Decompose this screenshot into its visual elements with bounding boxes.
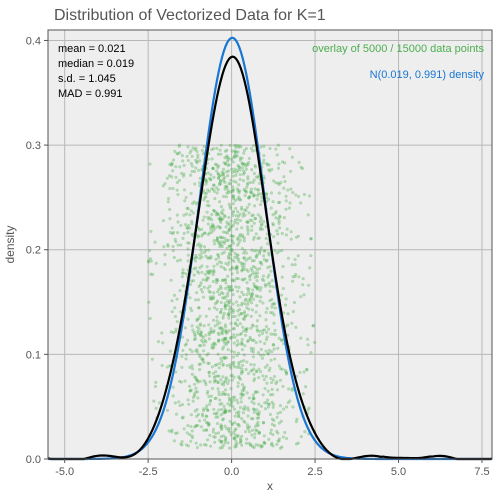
svg-text:0.0: 0.0 <box>224 466 239 478</box>
legend-density-fit: N(0.019, 0.991) density <box>370 69 485 81</box>
svg-text:0.0: 0.0 <box>26 454 41 466</box>
svg-text:-5.0: -5.0 <box>55 466 74 478</box>
density-chart: -5.0 -2.5 0.0 2.5 5.0 7.5 0.0 0.1 0.2 0.3 0.4 x dens… <box>0 0 504 504</box>
svg-text:7.5: 7.5 <box>474 466 489 478</box>
svg-text:0.1: 0.1 <box>26 349 41 361</box>
svg-text:5.0: 5.0 <box>391 466 406 478</box>
y-axis-label: density <box>3 225 17 263</box>
x-axis-label: x <box>267 479 273 493</box>
svg-text:-2.5: -2.5 <box>139 466 158 478</box>
svg-text:2.5: 2.5 <box>307 466 322 478</box>
svg-text:0.2: 0.2 <box>26 245 41 257</box>
svg-text:0.4: 0.4 <box>26 35 41 47</box>
chart-container: -5.0 -2.5 0.0 2.5 5.0 7.5 0.0 0.1 0.2 0.3 0.4 x dens… <box>0 0 504 504</box>
chart-title: Distribution of Vectorized Data for K=1 <box>54 7 326 24</box>
stat-mean: mean = 0.021 <box>58 43 126 55</box>
stat-sd: s.d. = 1.045 <box>58 73 116 85</box>
stat-mad: MAD = 0.991 <box>58 88 123 100</box>
stat-median: median = 0.019 <box>58 58 134 70</box>
svg-text:0.3: 0.3 <box>26 140 41 152</box>
legend-overlay: overlay of 5000 / 15000 data points <box>312 43 484 55</box>
